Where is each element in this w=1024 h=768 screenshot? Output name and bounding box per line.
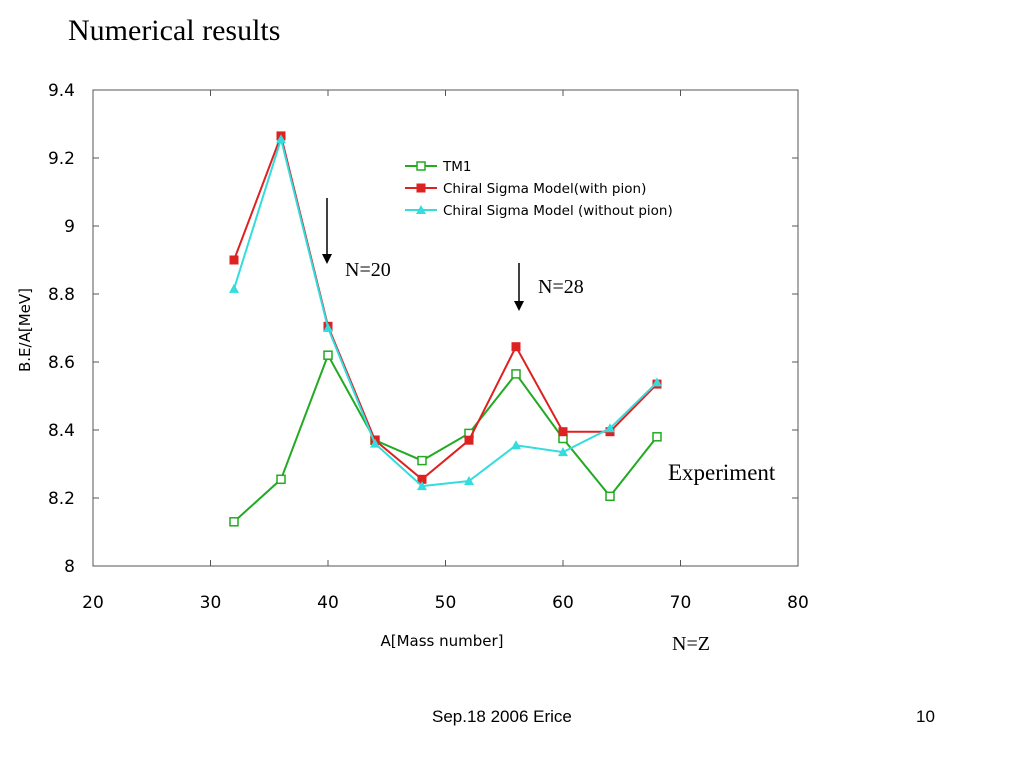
data-point	[417, 481, 427, 491]
legend: TM1 Chiral Sigma Model(with pion) Chiral S…	[405, 159, 673, 219]
data-point	[558, 447, 568, 457]
y-tick-label: 8.4	[48, 421, 75, 441]
y-axis-label: B.E/A[MeV]	[16, 288, 34, 372]
x-tick-label: 80	[787, 593, 809, 613]
legend-entry: Chiral Sigma Model(with pion)	[443, 181, 646, 197]
x-tick-label: 20	[82, 593, 104, 613]
data-point	[652, 377, 662, 387]
data-point	[511, 369, 521, 379]
y-tick-label: 8.6	[48, 353, 75, 373]
x-tick-label: 30	[200, 593, 222, 613]
y-tick-label: 8	[64, 557, 75, 577]
n28-arrow-head	[514, 301, 524, 311]
series-line	[233, 352, 658, 523]
y-tick-label: 9.2	[48, 149, 75, 169]
annotation-nz: N=Z	[672, 633, 710, 655]
legend-marker	[416, 161, 426, 171]
x-tick-label: 50	[435, 593, 457, 613]
footer-date-event: Sep.18 2006 Erice	[432, 707, 572, 726]
x-tick-label: 40	[317, 593, 339, 613]
series-line	[233, 135, 658, 488]
legend-entry: TM1	[442, 159, 471, 175]
data-point	[511, 342, 521, 352]
data-point	[229, 283, 239, 293]
data-point	[511, 440, 521, 450]
x-axis-label: A[Mass number]	[380, 632, 503, 650]
data-point	[323, 323, 333, 332]
annotation-experiment: Experiment	[668, 460, 776, 485]
y-axis-ticks: 8 8.2 8.4 8.6 8.8 9 9.2 9.4	[48, 81, 798, 577]
series-0	[229, 350, 662, 527]
x-tick-label: 70	[670, 593, 692, 613]
data-point	[229, 255, 239, 265]
data-point	[370, 438, 380, 448]
n20-arrow-head	[322, 254, 332, 264]
y-tick-label: 9.4	[48, 81, 75, 101]
series-2	[229, 134, 662, 491]
legend-marker	[416, 183, 426, 193]
y-tick-label: 9	[64, 217, 75, 237]
data-point	[417, 474, 427, 484]
slide-title: Numerical results	[68, 14, 281, 47]
data-point	[558, 427, 568, 437]
data-point	[464, 435, 474, 445]
slide-number: 10	[916, 707, 935, 726]
data-point	[276, 134, 286, 144]
data-point	[464, 476, 474, 485]
x-tick-label: 60	[552, 593, 574, 613]
annotation-n28: N=28	[538, 276, 584, 298]
data-point	[605, 491, 615, 502]
x-axis-ticks: 20 30 40 50 60 70 80	[82, 90, 809, 613]
y-tick-label: 8.2	[48, 489, 75, 509]
y-tick-label: 8.8	[48, 285, 75, 305]
data-point	[417, 455, 427, 466]
series-group	[229, 131, 662, 527]
data-point	[229, 517, 239, 527]
data-point	[652, 432, 662, 442]
legend-entry: Chiral Sigma Model (without pion)	[443, 203, 673, 219]
data-point	[276, 474, 286, 485]
annotation-n20: N=20	[345, 259, 391, 281]
data-point	[323, 350, 333, 360]
legend-marker	[416, 205, 426, 214]
data-point	[605, 423, 615, 433]
